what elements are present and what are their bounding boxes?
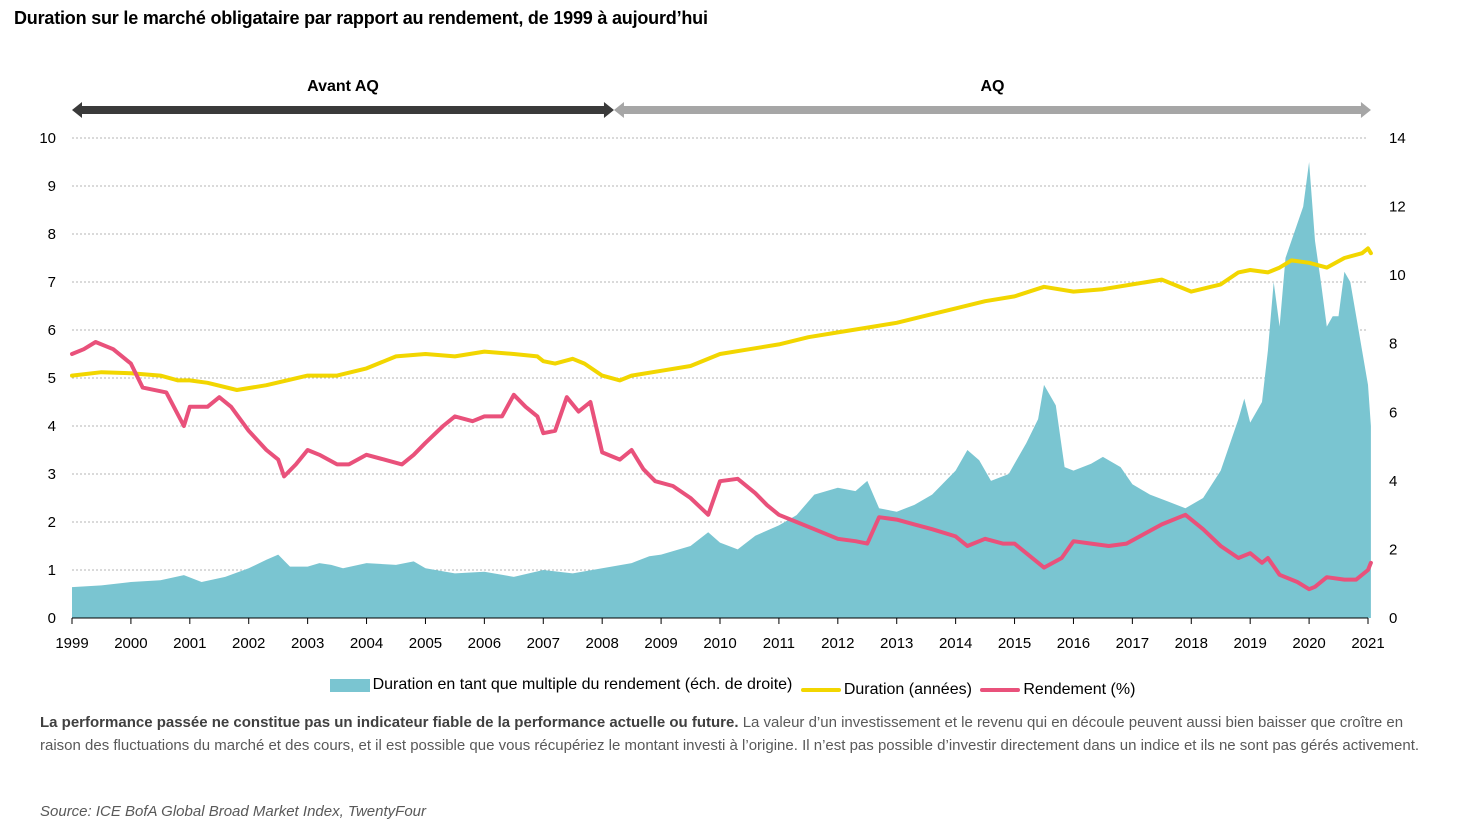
x-tick-label: 2012	[821, 635, 854, 652]
y-left-tick-label: 2	[48, 514, 56, 531]
y-left-tick-label: 4	[48, 418, 56, 435]
x-tick-label: 2019	[1233, 635, 1266, 652]
y-right-tick-label: 0	[1389, 610, 1397, 627]
legend-swatch-area	[329, 678, 370, 692]
y-left-tick-label: 0	[48, 610, 56, 627]
legend-swatch-yield	[980, 687, 1021, 692]
y-right-tick-label: 2	[1389, 541, 1397, 558]
x-tick-label: 2017	[1116, 635, 1149, 652]
era-arrow-0	[72, 102, 614, 118]
legend-label-yield: Rendement (%)	[1023, 680, 1136, 698]
y-left-tick-label: 8	[48, 226, 56, 243]
legend-swatch-duration	[800, 687, 841, 692]
legend-item-duration: Duration (années)	[800, 680, 972, 699]
y-left-tick-label: 5	[48, 370, 56, 387]
y-left-tick-label: 10	[39, 130, 56, 147]
legend-item-multiple: Duration en tant que multiple du rendeme…	[329, 676, 793, 694]
legend-label-duration: Duration (années)	[843, 680, 972, 698]
chart-canvas: Avant AQ AQ 1999 2000 2001 2002 2003 2004 2005 2…	[39, 78, 1405, 652]
disclaimer-bold: La performance passée ne constitue pas u…	[40, 714, 739, 731]
line-series-layer	[70, 246, 1373, 592]
x-tick-label: 2009	[644, 635, 677, 652]
series-line-2	[70, 340, 1373, 592]
y-right-tick-label: 12	[1389, 199, 1406, 216]
chart-legend: Duration en tant que multiple du rendeme…	[0, 676, 1465, 699]
era-bands: Avant AQ AQ	[72, 78, 1371, 118]
y-right-tick-label: 6	[1389, 404, 1397, 421]
x-tick-label: 2020	[1292, 635, 1325, 652]
x-tick-label: 2018	[1175, 635, 1208, 652]
y-left-tick-label: 9	[48, 178, 56, 195]
x-tick-label: 2021	[1351, 635, 1384, 652]
disclaimer-body: La valeur d’un investissement et le reve…	[40, 714, 1420, 754]
x-tick-label: 2008	[585, 635, 618, 652]
y-left-tick-label: 6	[48, 322, 56, 339]
x-tick-label: 2014	[939, 635, 972, 652]
legend-item-yield: Rendement (%)	[980, 681, 1135, 699]
x-tick-label: 2011	[763, 635, 795, 652]
axes: 1999 2000 2001 2002 2003 2004 2005 2006 2007 2008…	[39, 130, 1405, 652]
y-right-tick-label: 10	[1389, 267, 1406, 284]
disclaimer-text: La performance passée ne constitue pas u…	[40, 711, 1430, 757]
series-area-multiple	[72, 162, 1371, 618]
y-left-tick-label: 7	[48, 274, 56, 291]
y-left-tick-label: 3	[48, 466, 56, 483]
x-tick-label: 2001	[173, 635, 206, 652]
x-tick-label: 2000	[114, 635, 147, 652]
legend-label-multiple: Duration en tant que multiple du rendeme…	[372, 676, 793, 693]
x-tick-label: 2005	[409, 635, 442, 652]
x-tick-label: 2006	[468, 635, 501, 652]
x-tick-label: 1999	[55, 635, 88, 652]
x-tick-label: 2010	[703, 635, 736, 652]
y-right-tick-label: 14	[1389, 130, 1406, 147]
x-tick-label: 2016	[1057, 635, 1090, 652]
source-note: Source: ICE BofA Global Broad Market Ind…	[40, 803, 427, 820]
era-arrow-1	[613, 102, 1371, 118]
era-label-1: AQ	[980, 78, 1004, 95]
x-tick-label: 2015	[998, 635, 1031, 652]
x-tick-label: 2007	[527, 635, 560, 652]
area-series-layer	[72, 162, 1371, 618]
y-left-tick-label: 1	[48, 562, 56, 579]
x-tick-label: 2002	[232, 635, 265, 652]
x-tick-label: 2004	[350, 635, 383, 652]
x-tick-label: 2003	[291, 635, 324, 652]
x-tick-label: 2013	[880, 635, 913, 652]
era-label-0: Avant AQ	[307, 78, 379, 95]
y-right-tick-label: 8	[1389, 336, 1397, 353]
series-line-1	[70, 246, 1373, 392]
y-right-tick-label: 4	[1389, 473, 1397, 490]
chart-title: Duration sur le marché obligataire par r…	[14, 8, 708, 28]
